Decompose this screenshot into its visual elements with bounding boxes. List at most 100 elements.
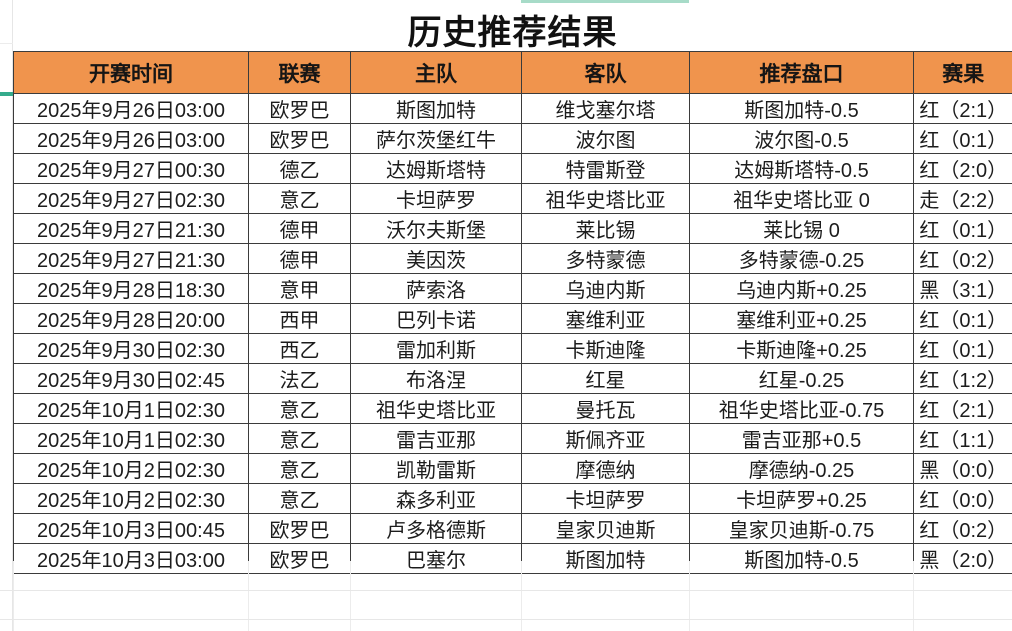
cell-league[interactable]: 德甲 bbox=[248, 213, 351, 244]
cell-time[interactable]: 2025年10月3日00:45 bbox=[13, 513, 249, 544]
cell-time[interactable]: 2025年9月27日21:30 bbox=[13, 213, 249, 244]
cell-away[interactable]: 斯佩齐亚 bbox=[521, 423, 690, 454]
cell-away[interactable]: 祖华史塔比亚 bbox=[521, 183, 690, 214]
cell-handicap[interactable]: 乌迪内斯+0.25 bbox=[689, 273, 914, 304]
col-header-home-team[interactable]: 主队 bbox=[350, 51, 522, 94]
cell-handicap[interactable]: 红星-0.25 bbox=[689, 363, 914, 394]
cell-handicap[interactable]: 祖华史塔比亚 0 bbox=[689, 183, 914, 214]
cell-result[interactable]: 黑（3:1） bbox=[913, 273, 1012, 304]
cell-time[interactable]: 2025年9月30日02:30 bbox=[13, 333, 249, 364]
cell-league[interactable]: 德乙 bbox=[248, 153, 351, 184]
cell-home[interactable]: 萨索洛 bbox=[350, 273, 522, 304]
cell-time[interactable]: 2025年10月1日02:30 bbox=[13, 423, 249, 454]
cell-league[interactable]: 德甲 bbox=[248, 243, 351, 274]
cell-away[interactable]: 波尔图 bbox=[521, 123, 690, 154]
cell-result[interactable]: 红（0:2） bbox=[913, 513, 1012, 544]
cell-away[interactable]: 摩德纳 bbox=[521, 453, 690, 484]
cell-home[interactable]: 卡坦萨罗 bbox=[350, 183, 522, 214]
cell-handicap[interactable]: 摩德纳-0.25 bbox=[689, 453, 914, 484]
cell-handicap[interactable]: 皇家贝迪斯-0.75 bbox=[689, 513, 914, 544]
cell-handicap[interactable]: 斯图加特-0.5 bbox=[689, 543, 914, 574]
cell-result[interactable]: 红（2:1） bbox=[913, 93, 1012, 124]
cell-home[interactable]: 巴列卡诺 bbox=[350, 303, 522, 334]
cell-league[interactable]: 法乙 bbox=[248, 363, 351, 394]
cell-away[interactable]: 乌迪内斯 bbox=[521, 273, 690, 304]
cell-result[interactable]: 红（2:1） bbox=[913, 393, 1012, 424]
cell-away[interactable]: 卡坦萨罗 bbox=[521, 483, 690, 514]
cell-away[interactable]: 塞维利亚 bbox=[521, 303, 690, 334]
col-header-league[interactable]: 联赛 bbox=[248, 51, 351, 94]
cell-handicap[interactable]: 卡坦萨罗+0.25 bbox=[689, 483, 914, 514]
cell-handicap[interactable]: 多特蒙德-0.25 bbox=[689, 243, 914, 274]
cell-away[interactable]: 斯图加特 bbox=[521, 543, 690, 574]
cell-away[interactable]: 维戈塞尔塔 bbox=[521, 93, 690, 124]
cell-league[interactable]: 意甲 bbox=[248, 273, 351, 304]
col-header-away-team[interactable]: 客队 bbox=[521, 51, 690, 94]
col-header-start-time[interactable]: 开赛时间 bbox=[13, 51, 249, 94]
cell-away[interactable]: 红星 bbox=[521, 363, 690, 394]
cell-handicap[interactable]: 雷吉亚那+0.5 bbox=[689, 423, 914, 454]
cell-handicap[interactable]: 祖华史塔比亚-0.75 bbox=[689, 393, 914, 424]
cell-time[interactable]: 2025年9月27日02:30 bbox=[13, 183, 249, 214]
cell-home[interactable]: 沃尔夫斯堡 bbox=[350, 213, 522, 244]
cell-away[interactable]: 卡斯迪隆 bbox=[521, 333, 690, 364]
cell-handicap[interactable]: 斯图加特-0.5 bbox=[689, 93, 914, 124]
cell-time[interactable]: 2025年9月26日03:00 bbox=[13, 93, 249, 124]
cell-away[interactable]: 多特蒙德 bbox=[521, 243, 690, 274]
cell-home[interactable]: 美因茨 bbox=[350, 243, 522, 274]
cell-time[interactable]: 2025年10月3日03:00 bbox=[13, 543, 249, 574]
cell-time[interactable]: 2025年9月27日21:30 bbox=[13, 243, 249, 274]
cell-home[interactable]: 凯勒雷斯 bbox=[350, 453, 522, 484]
cell-result[interactable]: 红（0:0） bbox=[913, 483, 1012, 514]
cell-result[interactable]: 黑（0:0） bbox=[913, 453, 1012, 484]
cell-result[interactable]: 红（0:1） bbox=[913, 303, 1012, 334]
cell-league[interactable]: 意乙 bbox=[248, 423, 351, 454]
cell-result[interactable]: 红（0:1） bbox=[913, 333, 1012, 364]
col-header-handicap[interactable]: 推荐盘口 bbox=[689, 51, 914, 94]
cell-league[interactable]: 西乙 bbox=[248, 333, 351, 364]
cell-home[interactable]: 雷吉亚那 bbox=[350, 423, 522, 454]
cell-away[interactable]: 莱比锡 bbox=[521, 213, 690, 244]
cell-league[interactable]: 西甲 bbox=[248, 303, 351, 334]
cell-league[interactable]: 欧罗巴 bbox=[248, 93, 351, 124]
cell-league[interactable]: 意乙 bbox=[248, 483, 351, 514]
cell-home[interactable]: 达姆斯塔特 bbox=[350, 153, 522, 184]
cell-away[interactable]: 皇家贝迪斯 bbox=[521, 513, 690, 544]
cell-league[interactable]: 欧罗巴 bbox=[248, 513, 351, 544]
cell-time[interactable]: 2025年10月2日02:30 bbox=[13, 453, 249, 484]
cell-time[interactable]: 2025年9月27日00:30 bbox=[13, 153, 249, 184]
cell-result[interactable]: 红（0:2） bbox=[913, 243, 1012, 274]
cell-league[interactable]: 意乙 bbox=[248, 393, 351, 424]
cell-league[interactable]: 欧罗巴 bbox=[248, 543, 351, 574]
cell-time[interactable]: 2025年9月28日20:00 bbox=[13, 303, 249, 334]
cell-handicap[interactable]: 塞维利亚+0.25 bbox=[689, 303, 914, 334]
cell-league[interactable]: 欧罗巴 bbox=[248, 123, 351, 154]
cell-home[interactable]: 雷加利斯 bbox=[350, 333, 522, 364]
cell-handicap[interactable]: 波尔图-0.5 bbox=[689, 123, 914, 154]
cell-handicap[interactable]: 卡斯迪隆+0.25 bbox=[689, 333, 914, 364]
cell-home[interactable]: 斯图加特 bbox=[350, 93, 522, 124]
cell-time[interactable]: 2025年9月28日18:30 bbox=[13, 273, 249, 304]
col-header-result[interactable]: 赛果 bbox=[913, 51, 1012, 94]
cell-result[interactable]: 红（1:2） bbox=[913, 363, 1012, 394]
cell-time[interactable]: 2025年10月1日02:30 bbox=[13, 393, 249, 424]
cell-home[interactable]: 卢多格德斯 bbox=[350, 513, 522, 544]
cell-home[interactable]: 祖华史塔比亚 bbox=[350, 393, 522, 424]
cell-home[interactable]: 森多利亚 bbox=[350, 483, 522, 514]
cell-away[interactable]: 曼托瓦 bbox=[521, 393, 690, 424]
cell-home[interactable]: 巴塞尔 bbox=[350, 543, 522, 574]
cell-result[interactable]: 红（1:1） bbox=[913, 423, 1012, 454]
cell-time[interactable]: 2025年10月2日02:30 bbox=[13, 483, 249, 514]
cell-home[interactable]: 萨尔茨堡红牛 bbox=[350, 123, 522, 154]
cell-result[interactable]: 走（2:2） bbox=[913, 183, 1012, 214]
cell-handicap[interactable]: 莱比锡 0 bbox=[689, 213, 914, 244]
cell-time[interactable]: 2025年9月26日03:00 bbox=[13, 123, 249, 154]
cell-time[interactable]: 2025年9月30日02:45 bbox=[13, 363, 249, 394]
cell-home[interactable]: 布洛涅 bbox=[350, 363, 522, 394]
cell-result[interactable]: 红（2:0） bbox=[913, 153, 1012, 184]
cell-handicap[interactable]: 达姆斯塔特-0.5 bbox=[689, 153, 914, 184]
cell-result[interactable]: 黑（2:0） bbox=[913, 543, 1012, 574]
cell-league[interactable]: 意乙 bbox=[248, 453, 351, 484]
cell-away[interactable]: 特雷斯登 bbox=[521, 153, 690, 184]
cell-league[interactable]: 意乙 bbox=[248, 183, 351, 214]
